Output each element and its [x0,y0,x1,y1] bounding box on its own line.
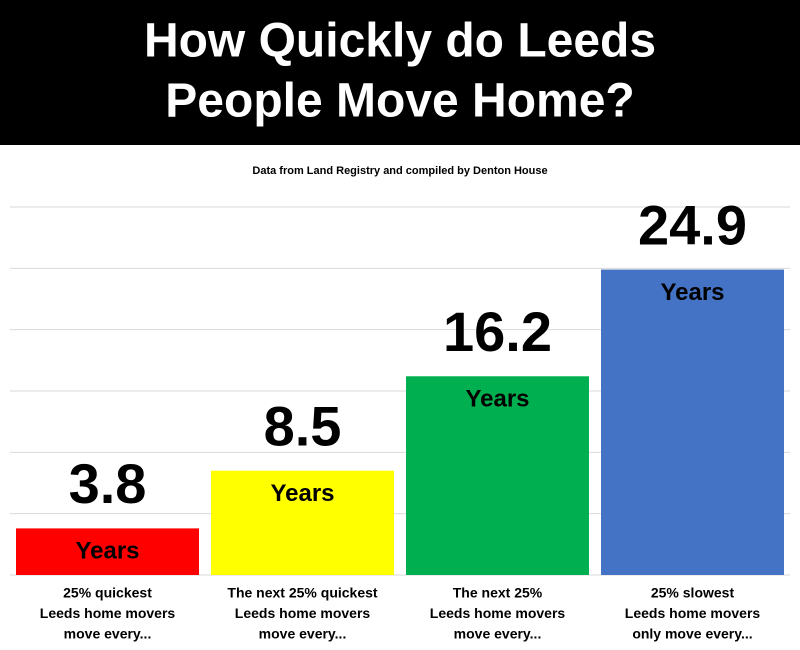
bar [211,470,394,575]
bar-label: Years [270,480,334,507]
x-tick-label: Leeds home movers [235,605,371,621]
x-tick-label: move every... [259,626,347,642]
x-tick-label: move every... [454,626,542,642]
x-tick-label: only move every... [632,626,752,642]
value-label: 16.2 [443,300,552,363]
value-label: 8.5 [264,395,342,458]
x-tick-label: Leeds home movers [625,605,761,621]
x-tick-label: move every... [64,626,152,642]
bar-label: Years [75,538,139,565]
x-tick-label: The next 25% [453,585,543,601]
title-banner [0,0,800,145]
bar-label: Years [465,386,529,413]
bar [406,376,589,575]
x-tick-label: The next 25% quickest [227,585,378,601]
chart-subtitle: Data from Land Registry and compiled by … [252,165,547,177]
value-label: 3.8 [69,452,147,515]
x-tick-label: Leeds home movers [430,605,566,621]
bar-label: Years [660,279,724,306]
x-tick-label: 25% quickest [63,585,152,601]
bar [601,269,784,575]
x-tick-label: Leeds home movers [40,605,176,621]
value-label: 24.9 [638,193,747,256]
chart-title: How Quickly do Leeds [144,15,656,68]
x-tick-label: 25% slowest [651,585,735,601]
chart-title: People Move Home? [165,75,634,128]
bar [16,528,199,575]
